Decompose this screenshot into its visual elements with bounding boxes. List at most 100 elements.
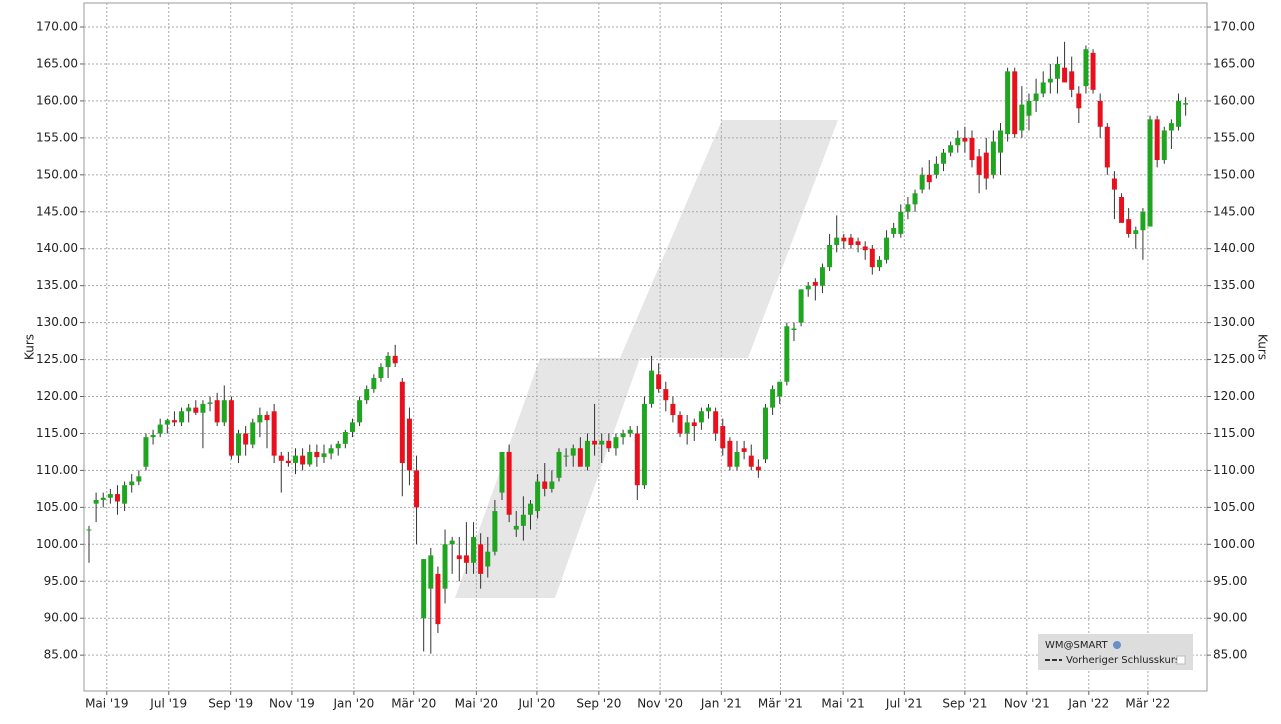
- y-tick-label: 100.00: [36, 537, 78, 551]
- candle-body: [755, 466, 761, 471]
- x-tick-label: Nov '21: [1004, 697, 1050, 711]
- candle-body: [627, 429, 633, 434]
- candle-body: [236, 433, 242, 456]
- candle-body: [371, 378, 377, 390]
- candle-body: [919, 174, 925, 190]
- candle-body: [848, 237, 854, 246]
- candle-body: [549, 481, 555, 489]
- y-tick-label: 150.00: [36, 167, 78, 181]
- candle-body: [577, 448, 583, 467]
- candle-body: [122, 485, 128, 504]
- candle-body: [200, 403, 206, 413]
- candle-body: [485, 551, 491, 567]
- candle-body: [698, 411, 704, 423]
- y2-tick-label: 85.00: [1213, 648, 1247, 662]
- candle-body: [1083, 49, 1089, 87]
- candle-body: [770, 389, 776, 408]
- candle-body: [414, 470, 420, 508]
- candle-body: [862, 246, 868, 251]
- y2-tick-label: 165.00: [1213, 56, 1255, 70]
- y-tick-label: 120.00: [36, 389, 78, 403]
- candle-body: [278, 455, 284, 461]
- candle-body: [556, 451, 562, 478]
- candle-body: [713, 411, 719, 434]
- x-tick-label: Jan '21: [700, 697, 742, 711]
- candle-body: [243, 433, 249, 445]
- y-tick-label: 105.00: [36, 500, 78, 514]
- candle-body: [171, 420, 177, 423]
- x-tick-label: Mär '22: [1125, 697, 1170, 711]
- candle-body: [884, 237, 890, 260]
- candle-body: [349, 422, 355, 432]
- candle-body: [214, 400, 220, 423]
- x-tick-label: Sep '21: [942, 697, 987, 711]
- candle-body: [912, 193, 918, 205]
- y-tick-label: 130.00: [36, 315, 78, 329]
- candle-body: [812, 281, 818, 286]
- candle-body: [492, 511, 498, 552]
- x-tick-label: Jul '21: [885, 697, 923, 711]
- y2-tick-label: 170.00: [1213, 20, 1255, 34]
- candle-body: [421, 559, 427, 619]
- y-tick-label: 170.00: [36, 20, 78, 34]
- candle-body: [720, 426, 726, 449]
- candle-body: [442, 544, 448, 589]
- candle-body: [143, 437, 149, 467]
- candle-body: [221, 400, 227, 423]
- candle-body: [777, 381, 783, 397]
- candle-body: [962, 137, 968, 142]
- candle-body: [478, 544, 484, 574]
- candle-body: [570, 448, 576, 456]
- candle-body: [207, 402, 213, 404]
- candle-body: [1133, 230, 1139, 234]
- legend-checkbox[interactable]: [1176, 655, 1186, 665]
- y-tick-label: 160.00: [36, 93, 78, 107]
- candle-body: [855, 241, 861, 246]
- candle-body: [250, 422, 256, 445]
- candle-body: [293, 455, 298, 464]
- y-tick-label: 85.00: [44, 648, 78, 662]
- x-tick-label: Sep '19: [208, 697, 253, 711]
- x-tick-label: Jan '22: [1067, 697, 1109, 711]
- candle-body: [1005, 71, 1011, 135]
- x-tick-label: Mai '19: [85, 697, 128, 711]
- candle-body: [364, 389, 370, 401]
- candle-body: [314, 451, 320, 458]
- y-axis-label: Kurs: [23, 334, 37, 360]
- candle-body: [513, 525, 519, 530]
- candle-body: [592, 440, 598, 445]
- candle-body: [1069, 71, 1075, 90]
- legend: WM@SMART Vorheriger Schlusskurs: [1038, 634, 1193, 670]
- y-tick-label: 125.00: [36, 352, 78, 366]
- candle-body: [990, 141, 996, 175]
- y2-tick-label: 150.00: [1213, 167, 1255, 181]
- y2-tick-label: 115.00: [1213, 426, 1255, 440]
- candle-body: [1062, 67, 1068, 83]
- x-tick-label: Mär '21: [758, 697, 803, 711]
- y-tick-label: 110.00: [36, 463, 78, 477]
- candle-body: [1147, 119, 1153, 227]
- candle-body: [997, 130, 1003, 153]
- y2-tick-label: 100.00: [1213, 537, 1255, 551]
- candle-body: [734, 451, 740, 467]
- x-tick-label: Mai '20: [455, 697, 498, 711]
- candle-body: [100, 497, 106, 500]
- legend-icon: [1113, 641, 1121, 649]
- candle-body: [1097, 100, 1103, 127]
- x-tick-label: Jul '20: [517, 697, 555, 711]
- candle-body: [1168, 123, 1174, 131]
- candle-body: [926, 174, 932, 183]
- y2-tick-label: 125.00: [1213, 352, 1255, 366]
- y-tick-label: 140.00: [36, 241, 78, 255]
- y-tick-label: 135.00: [36, 278, 78, 292]
- candle-body: [1161, 130, 1167, 161]
- candle-body: [663, 389, 669, 401]
- candle-body: [805, 285, 811, 290]
- candle-body: [834, 237, 840, 246]
- candle-body: [264, 414, 270, 421]
- candle-body: [656, 374, 662, 390]
- candle-body: [520, 514, 526, 526]
- y2-tick-label: 135.00: [1213, 278, 1255, 292]
- candle-body: [691, 422, 697, 427]
